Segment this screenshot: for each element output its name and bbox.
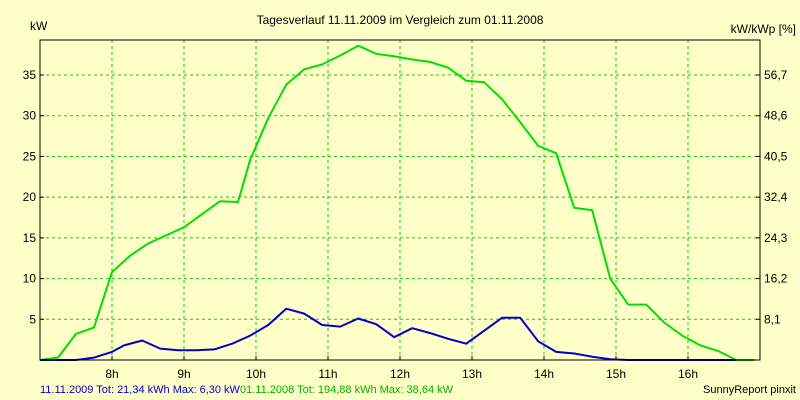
legend-2009: 11.11.2009 Tot: 21,34 kWh Max: 6,30 kW (40, 384, 241, 396)
y-tick-label-left: 20 (23, 190, 37, 204)
y-tick-label-right: 32,4 (764, 190, 788, 204)
y-tick-label-right: 8,1 (764, 312, 781, 326)
x-tick-label: 14h (534, 367, 554, 381)
tick-layer: 8h 9h 10h 11h 12h 13h 14h 15h 16h 5 10 15 20 25 30 35 8,… (23, 68, 788, 381)
y-tick-label-left: 30 (23, 109, 37, 123)
x-tick-label: 11h (318, 367, 337, 381)
y-tick-label-right: 24,3 (764, 231, 788, 245)
credit-text: SunnyReport pinxit (703, 384, 796, 396)
series-line-01-11-2008 (39, 44, 755, 361)
y-tick-label-right: 16,2 (764, 272, 788, 286)
x-tick-label: 9h (177, 367, 190, 381)
grid-layer (40, 40, 760, 360)
x-tick-label: 10h (246, 367, 266, 381)
y-tick-label-left: 5 (29, 312, 36, 326)
y-tick-label-right: 56,7 (764, 68, 788, 82)
y-tick-label-left: 35 (23, 68, 37, 82)
x-tick-label: 12h (390, 367, 410, 381)
x-tick-label: 8h (105, 367, 118, 381)
y-tick-label-left: 25 (23, 149, 37, 163)
y-axis-right-label: kW/kWp [%] (731, 22, 796, 36)
legend-2008: 01.11.2008 Tot: 194,88 kWh Max: 38,64 kW (240, 384, 454, 396)
plot-frame (39, 39, 761, 361)
x-tick-label: 13h (462, 367, 482, 381)
y-tick-label-left: 10 (23, 272, 37, 286)
y-tick-label-right: 40,5 (764, 149, 788, 163)
y-axis-left-label: kW (30, 19, 48, 33)
x-tick-label: 16h (678, 367, 698, 381)
chart-title: Tagesverlauf 11.11.2009 im Vergleich zum… (257, 13, 544, 27)
y-tick-label-left: 15 (23, 231, 37, 245)
y-tick-label-right: 48,6 (764, 109, 788, 123)
x-tick-label: 15h (606, 367, 626, 381)
